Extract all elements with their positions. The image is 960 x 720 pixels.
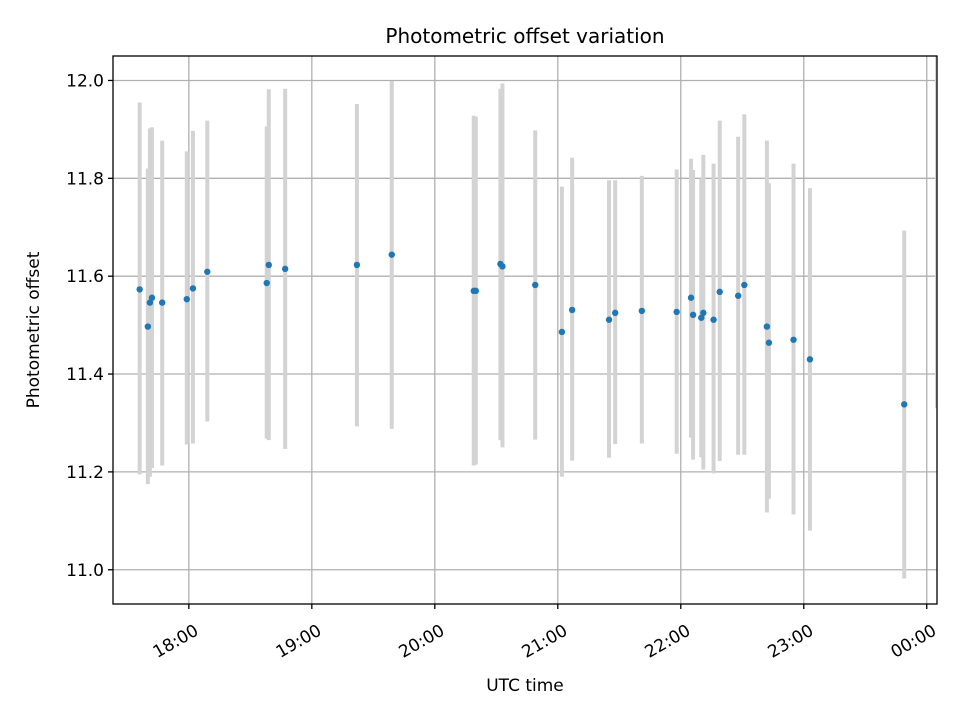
data-point xyxy=(710,316,717,323)
data-point xyxy=(716,288,723,296)
data-point xyxy=(265,261,272,269)
data-point xyxy=(183,295,190,303)
y-axis-label: Photometric offset xyxy=(24,251,44,408)
data-point xyxy=(144,323,152,330)
y-tick-label: 11.2 xyxy=(66,463,104,483)
y-tick-label: 11.6 xyxy=(66,267,104,287)
data-point xyxy=(532,281,539,289)
data-point xyxy=(499,263,506,270)
data-point xyxy=(148,294,156,301)
data-points xyxy=(136,251,908,408)
data-point xyxy=(638,307,646,315)
data-point xyxy=(158,299,166,306)
data-point xyxy=(558,328,566,336)
data-point xyxy=(353,261,361,269)
data-point xyxy=(263,279,270,287)
grid xyxy=(113,56,937,604)
y-axis-ticks: 11.0 11.2 11.4 11.6 11.8 12.0 xyxy=(66,71,113,581)
data-point xyxy=(765,339,773,346)
data-point xyxy=(673,308,680,316)
data-point xyxy=(146,299,154,306)
data-point xyxy=(281,265,289,273)
data-point xyxy=(136,286,143,293)
data-point xyxy=(605,316,613,323)
data-point xyxy=(700,309,707,317)
data-point xyxy=(189,285,197,292)
data-point xyxy=(611,309,619,317)
data-point xyxy=(901,401,908,408)
data-point xyxy=(388,251,395,258)
data-point xyxy=(741,281,748,289)
data-point xyxy=(568,306,576,314)
data-point xyxy=(689,311,697,319)
data-point xyxy=(687,294,695,301)
data-point xyxy=(806,356,814,363)
y-tick-label: 11.8 xyxy=(66,169,104,189)
data-point xyxy=(472,287,480,295)
y-tick-label: 11.4 xyxy=(66,365,104,385)
y-tick-label: 11.0 xyxy=(66,561,104,581)
data-point xyxy=(204,268,211,275)
data-point xyxy=(734,292,742,299)
plot-frame xyxy=(112,55,938,605)
data-point xyxy=(790,336,797,343)
data-point xyxy=(763,323,771,330)
data-point xyxy=(698,314,705,321)
chart-title: Photometric offset variation xyxy=(385,24,664,48)
y-tick-label: 12.0 xyxy=(66,71,104,91)
x-axis-label: UTC time xyxy=(486,676,564,696)
